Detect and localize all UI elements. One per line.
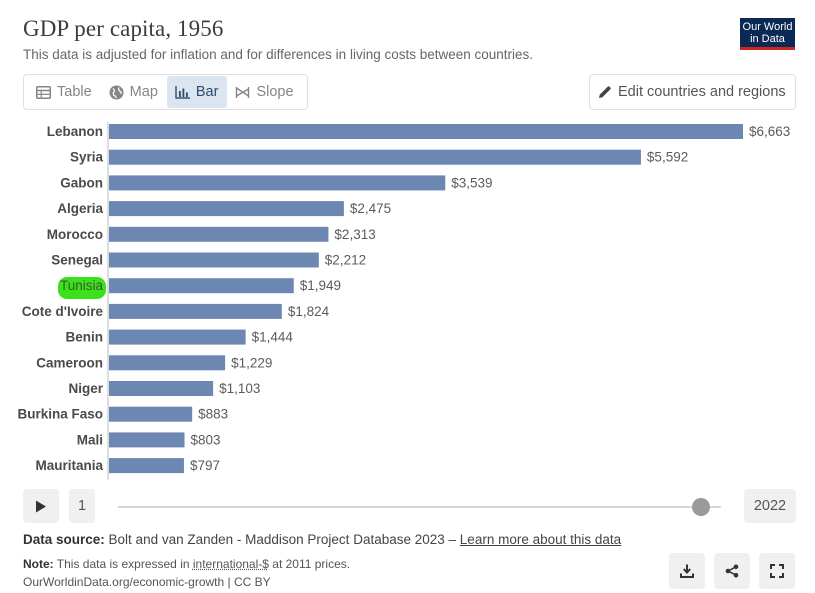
- bar[interactable]: [109, 432, 185, 448]
- tunisia-highlight: [58, 277, 106, 299]
- chart-tabs: Table Map Bar Slope: [23, 74, 308, 110]
- international-dollar-link[interactable]: international-$: [192, 557, 269, 571]
- chart-title: GDP per capita, 1956: [23, 16, 224, 41]
- bar[interactable]: [109, 355, 226, 371]
- bar[interactable]: [109, 278, 294, 294]
- edit-countries-label: Edit countries and regions: [618, 84, 786, 100]
- category-label: Niger: [68, 381, 103, 396]
- timeline-slider-handle[interactable]: [692, 498, 710, 516]
- category-label: Algeria: [57, 201, 103, 216]
- value-label: $2,475: [350, 201, 391, 216]
- pencil-icon: [598, 85, 612, 99]
- category-label: Cameroon: [36, 355, 103, 370]
- data-source: Data source: Bolt and van Zanden - Maddi…: [23, 532, 621, 547]
- bar[interactable]: [109, 329, 246, 345]
- note-text-after: at 2011 prices.: [272, 557, 351, 571]
- tab-bar-label: Bar: [195, 84, 219, 100]
- data-source-label: Data source:: [23, 532, 105, 547]
- category-label: Benin: [65, 330, 103, 345]
- bar[interactable]: [109, 458, 184, 474]
- value-label: $1,229: [231, 355, 272, 370]
- play-button[interactable]: [23, 489, 59, 523]
- category-label: Gabon: [60, 175, 103, 190]
- data-source-text: Bolt and van Zanden - Maddison Project D…: [108, 532, 457, 547]
- tab-slope-label: Slope: [256, 84, 294, 100]
- bar[interactable]: [109, 303, 282, 319]
- value-label: $1,824: [288, 304, 330, 319]
- note-text-before: This data is expressed in: [56, 557, 190, 571]
- note: Note: This data is expressed in internat…: [23, 557, 350, 571]
- category-label: Senegal: [51, 253, 103, 268]
- chart-subtitle: This data is adjusted for inflation and …: [23, 47, 534, 62]
- category-label: Mali: [77, 432, 103, 447]
- bar[interactable]: [109, 252, 319, 268]
- timeline-end-year[interactable]: 2022: [744, 489, 796, 523]
- value-label: $3,539: [451, 175, 492, 190]
- bar-chart-icon: [175, 85, 190, 99]
- download-icon: [680, 564, 694, 578]
- timeline-start-year[interactable]: 1: [69, 489, 95, 523]
- category-label: Lebanon: [47, 124, 103, 139]
- share-button[interactable]: [714, 553, 750, 589]
- fullscreen-icon: [770, 564, 784, 578]
- download-button[interactable]: [669, 553, 705, 589]
- category-label: Tunisia: [60, 278, 104, 293]
- category-label: Syria: [70, 150, 104, 165]
- bar[interactable]: [109, 124, 743, 139]
- category-label: Cote d'Ivoire: [22, 304, 104, 319]
- tab-slope[interactable]: Slope: [227, 76, 302, 108]
- tab-table-label: Table: [57, 84, 92, 100]
- timeline-slider-track[interactable]: [118, 506, 721, 508]
- logo-line-1: Our World: [742, 21, 793, 33]
- value-label: $803: [191, 432, 221, 447]
- category-label: Mauritania: [35, 458, 103, 473]
- bar[interactable]: [109, 149, 641, 165]
- value-label: $1,444: [252, 330, 294, 345]
- globe-icon: [109, 85, 124, 100]
- value-label: $797: [190, 458, 220, 473]
- value-label: $5,592: [647, 150, 688, 165]
- value-label: $1,103: [219, 381, 260, 396]
- tab-bar[interactable]: Bar: [166, 76, 228, 108]
- category-label: Morocco: [47, 227, 103, 242]
- tab-map[interactable]: Map: [101, 76, 167, 108]
- fullscreen-button[interactable]: [759, 553, 795, 589]
- owid-logo[interactable]: Our World in Data: [740, 18, 795, 50]
- bar[interactable]: [109, 226, 329, 242]
- bar[interactable]: [109, 381, 214, 396]
- attribution[interactable]: OurWorldinData.org/economic-growth | CC …: [23, 575, 271, 589]
- bar[interactable]: [109, 201, 344, 217]
- bar[interactable]: [109, 175, 446, 191]
- logo-line-2: in Data: [750, 33, 785, 45]
- play-icon: [36, 500, 46, 512]
- note-label: Note:: [23, 557, 54, 571]
- tab-map-label: Map: [129, 84, 158, 100]
- edit-countries-button[interactable]: Edit countries and regions: [589, 74, 796, 110]
- share-icon: [725, 564, 739, 578]
- bar[interactable]: [109, 406, 193, 422]
- slope-icon: [235, 86, 250, 99]
- learn-more-link[interactable]: Learn more about this data: [459, 532, 622, 547]
- value-label: $2,313: [334, 227, 375, 242]
- table-icon: [36, 85, 51, 99]
- category-label: Burkina Faso: [17, 407, 103, 422]
- value-label: $6,663: [749, 124, 790, 139]
- tab-table[interactable]: Table: [28, 76, 101, 108]
- value-label: $1,949: [300, 278, 341, 293]
- bar-chart: Lebanon $6,663 Syria $5,592 Gabon $3,539 Alger…: [17, 122, 790, 480]
- value-label: $883: [198, 407, 228, 422]
- value-label: $2,212: [325, 253, 366, 268]
